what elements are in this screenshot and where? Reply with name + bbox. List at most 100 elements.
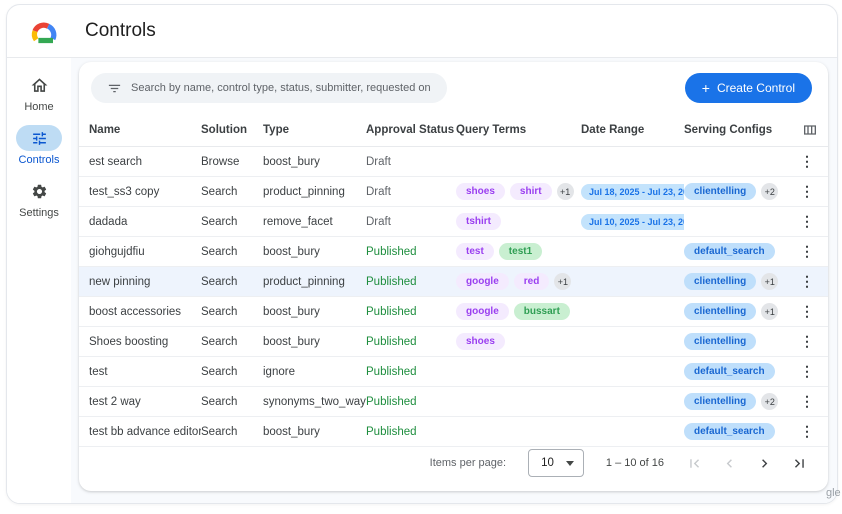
row-menu-kebab[interactable]: ⋮ — [800, 213, 814, 229]
table-row[interactable]: est search Browse boost_bury Draft ⋮ — [79, 147, 828, 177]
sidebar: Home Controls Settings — [7, 58, 71, 503]
status-text: Published — [366, 305, 417, 318]
serving-configs-cell: clientelling +2 — [684, 393, 796, 410]
cell-name: giohgujdfiu — [89, 245, 145, 258]
cell-name: dadada — [89, 215, 128, 228]
cell-type: boost_bury — [263, 305, 320, 318]
date-range-chip: Jul 10, 2025 - Jul 23, 2025 — [581, 213, 684, 230]
cell-name: test_ss3 copy — [89, 185, 160, 198]
status-text: Published — [366, 395, 417, 408]
date-range-cell: Jul 18, 2025 - Jul 23, 2025 — [581, 183, 684, 200]
table-row[interactable]: test 2 way Search synonyms_two_way Publishe… — [79, 387, 828, 417]
table-row[interactable]: boost accessories Search boost_bury Publish… — [79, 297, 828, 327]
cell-name: Shoes boosting — [89, 335, 169, 348]
cell-solution: Search — [201, 335, 238, 348]
next-page-button[interactable] — [756, 455, 773, 472]
row-menu-kebab[interactable]: ⋮ — [800, 273, 814, 289]
search-placeholder: Search by name, control type, status, su… — [131, 82, 431, 94]
serving-config-chip: default_search — [684, 423, 775, 440]
table-row[interactable]: giohgujdfiu Search boost_bury Published test… — [79, 237, 828, 267]
page-size-value: 10 — [541, 457, 554, 469]
query-terms-cell: google bussart — [456, 303, 581, 320]
table-row[interactable]: new pinning Search product_pinning Publishe… — [79, 267, 828, 297]
query-term-chip: tshirt — [456, 213, 501, 230]
status-text: Draft — [366, 185, 391, 198]
row-menu-kebab[interactable]: ⋮ — [800, 183, 814, 199]
more-serving-badge: +2 — [761, 183, 779, 200]
serving-configs-cell: default_search — [684, 363, 796, 380]
query-term-chip: google — [456, 303, 509, 320]
serving-config-chip: clientelling — [684, 183, 757, 200]
serving-configs-cell: default_search — [684, 243, 796, 260]
previous-page-button[interactable] — [721, 455, 738, 472]
query-terms-cell: test test1 — [456, 243, 581, 260]
items-per-page-label: Items per page: — [429, 457, 507, 469]
row-menu-kebab[interactable]: ⋮ — [800, 153, 814, 169]
table-row[interactable]: test Search ignore Published default_search ⋮ — [79, 357, 828, 387]
column-header-date-range: Date Range — [581, 124, 645, 136]
table-row[interactable]: Shoes boosting Search boost_bury Published s… — [79, 327, 828, 357]
row-menu-kebab[interactable]: ⋮ — [800, 393, 814, 409]
content-area: Search by name, control type, status, su… — [71, 58, 837, 503]
column-picker-icon[interactable] — [802, 122, 818, 138]
row-menu-kebab[interactable]: ⋮ — [800, 423, 814, 439]
row-menu-kebab[interactable]: ⋮ — [800, 243, 814, 259]
sidebar-item-label: Settings — [19, 207, 59, 219]
table-row[interactable]: dadada Search remove_facet Draft tshirt Jul 1… — [79, 207, 828, 237]
last-page-button[interactable] — [791, 455, 808, 472]
cell-solution: Search — [201, 425, 238, 438]
page-title: Controls — [85, 20, 156, 41]
date-range-cell: Jul 10, 2025 - Jul 23, 2025 — [581, 213, 684, 230]
query-term-chip: shoes — [456, 333, 505, 350]
status-text: Draft — [366, 215, 391, 228]
sidebar-item-controls[interactable]: Controls — [16, 125, 62, 166]
page-size-select[interactable]: 10 — [528, 449, 584, 477]
chevron-down-icon — [565, 460, 574, 466]
query-terms-cell: shoes — [456, 333, 581, 350]
serving-config-chip: clientelling — [684, 303, 757, 320]
cell-type: product_pinning — [263, 275, 345, 288]
row-menu-kebab[interactable]: ⋮ — [800, 363, 814, 379]
serving-configs-cell: clientelling — [684, 333, 796, 350]
cell-solution: Search — [201, 245, 238, 258]
status-text: Published — [366, 335, 417, 348]
query-terms-cell: google red +1 — [456, 273, 581, 290]
status-text: Published — [366, 275, 417, 288]
serving-configs-cell: clientelling +1 — [684, 303, 796, 320]
create-control-button[interactable]: + Create Control — [684, 73, 812, 103]
cell-type: boost_bury — [263, 155, 320, 168]
more-serving-badge: +2 — [761, 393, 779, 410]
serving-configs-cell: clientelling +2 — [684, 183, 796, 200]
sidebar-item-settings[interactable]: Settings — [16, 178, 62, 219]
filter-list-icon — [107, 81, 122, 96]
search-input[interactable]: Search by name, control type, status, su… — [91, 73, 447, 103]
google-cloud-logo-icon — [29, 19, 59, 44]
table-row[interactable]: test_ss3 copy Search product_pinning Draft s… — [79, 177, 828, 207]
query-terms-cell: tshirt — [456, 213, 581, 230]
more-terms-badge: +1 — [556, 183, 574, 200]
table-row[interactable]: test bb advance editor Search boost_bury Pu… — [79, 417, 828, 447]
row-menu-kebab[interactable]: ⋮ — [800, 303, 814, 319]
status-text: Draft — [366, 155, 391, 168]
home-icon — [16, 72, 62, 98]
cell-name: test 2 way — [89, 395, 141, 408]
more-serving-badge: +1 — [761, 303, 779, 320]
query-term-chip: red — [513, 273, 550, 290]
serving-config-chip: default_search — [684, 243, 775, 260]
cell-name: test — [89, 365, 108, 378]
first-page-button[interactable] — [686, 455, 703, 472]
cell-type: boost_bury — [263, 425, 320, 438]
pagination-bar: Items per page: 10 1 – 10 of 16 — [79, 449, 828, 491]
query-term-chip: shoes — [456, 183, 505, 200]
query-term-chip: google — [456, 273, 509, 290]
cell-type: ignore — [263, 365, 295, 378]
cell-name: boost accessories — [89, 305, 182, 318]
column-header-type: Type — [263, 124, 289, 136]
column-header-approval-status: Approval Status — [366, 124, 455, 136]
sidebar-item-home[interactable]: Home — [16, 72, 62, 113]
cell-solution: Browse — [201, 155, 240, 168]
cell-type: product_pinning — [263, 185, 345, 198]
row-menu-kebab[interactable]: ⋮ — [800, 333, 814, 349]
query-term-chip: test1 — [498, 243, 543, 260]
sidebar-item-label: Home — [24, 101, 54, 113]
